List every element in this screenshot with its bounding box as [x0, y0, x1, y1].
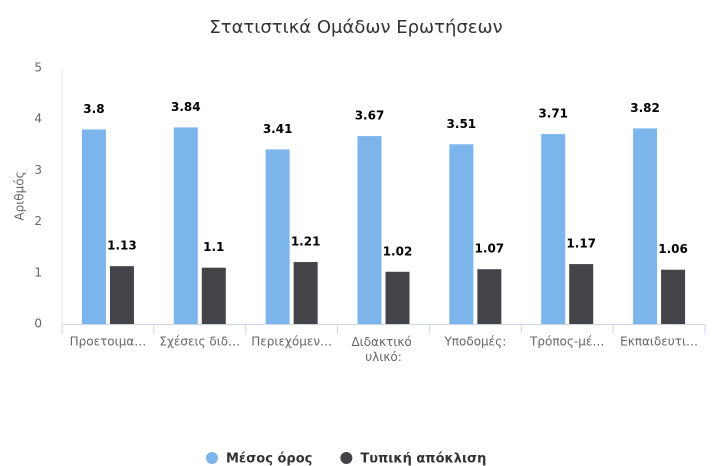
data-label: 1.07 [475, 242, 505, 256]
bar [661, 269, 686, 324]
data-label: 3.71 [538, 107, 568, 121]
bar [449, 144, 474, 324]
data-label: 3.8 [83, 102, 104, 116]
bar [173, 127, 198, 324]
y-tick-label: 4 [34, 112, 42, 126]
x-tick-label: Προετοιμα… [70, 335, 147, 349]
y-tick-label: 0 [34, 317, 42, 331]
x-tick-label: Σχέσεις διδ… [159, 335, 240, 349]
bar [541, 134, 566, 324]
y-tick-label: 2 [34, 214, 42, 228]
x-tick-label: Τρόπος-μέ… [529, 335, 604, 349]
data-label: 3.84 [171, 100, 201, 114]
bar [477, 269, 502, 324]
bar [201, 267, 226, 324]
x-tick-label: Περιεχόμεν… [251, 335, 332, 349]
data-label: 3.67 [355, 109, 385, 123]
data-label: 3.41 [263, 122, 293, 136]
y-axis-label: Αριθμός [13, 171, 27, 220]
legend-label: Τυπική απόκλιση [360, 452, 486, 466]
legend-marker [206, 452, 218, 464]
x-tick-label: Υποδομές: [443, 335, 506, 349]
data-label: 1.17 [566, 237, 596, 251]
bar [81, 129, 106, 324]
data-label: 3.82 [630, 101, 660, 115]
y-tick-label: 3 [34, 163, 42, 177]
bar [265, 149, 290, 324]
bar [569, 264, 594, 324]
y-tick-label: 1 [34, 265, 42, 279]
legend-marker [340, 452, 353, 464]
data-label: 1.06 [658, 242, 688, 256]
chart-title: Στατιστικά Ομάδων Ερωτήσεων [209, 17, 502, 38]
data-label: 1.02 [383, 244, 413, 258]
data-label: 1.13 [107, 239, 137, 253]
data-label: 3.51 [447, 117, 477, 131]
legend-label: Μέσος όρος [226, 452, 312, 466]
bar [633, 128, 658, 324]
x-tick-label: Εκπαιδευτι… [620, 335, 698, 349]
bar [293, 262, 318, 324]
y-tick-label: 5 [34, 61, 42, 75]
bar [357, 136, 382, 324]
data-label: 1.1 [203, 240, 224, 254]
bar [385, 271, 410, 324]
x-tick-label: Διδακτικό υλικό: [351, 335, 415, 364]
data-label: 1.21 [291, 235, 321, 249]
bar [109, 266, 134, 324]
